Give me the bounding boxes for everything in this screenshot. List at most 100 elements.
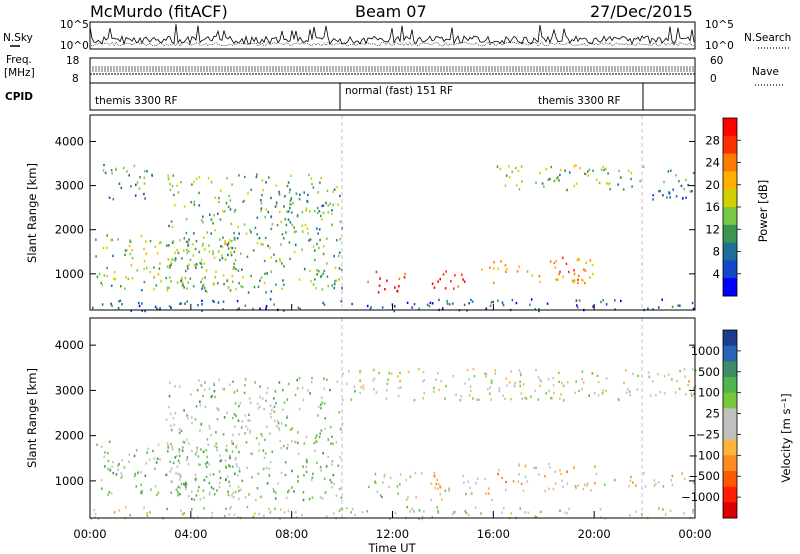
scatter-cell [636, 388, 639, 391]
scatter-cell [225, 478, 227, 481]
scatter-cell [193, 200, 196, 203]
scatter-cell [195, 263, 198, 266]
scatter-cell [667, 170, 670, 173]
scatter-cell [246, 255, 249, 258]
scatter-cell [238, 174, 240, 177]
scatter-cell [130, 309, 132, 313]
colorbar-swatch [723, 408, 737, 425]
scatter-cell [159, 241, 162, 244]
scatter-cell [223, 282, 225, 286]
scatter-cell [233, 513, 236, 516]
scatter-cell [520, 165, 523, 168]
scatter-cell [530, 298, 533, 301]
scatter-cell [271, 223, 274, 226]
scatter-cell [524, 465, 526, 468]
scatter-cell [517, 169, 520, 173]
scatter-cell [309, 269, 311, 273]
scatter-cell [121, 303, 123, 306]
scatter-cell [208, 493, 211, 496]
scatter-cell [379, 494, 382, 497]
scatter-cell [692, 511, 694, 514]
scatter-cell [329, 478, 331, 482]
scatter-cell [606, 182, 608, 185]
scatter-cell [259, 279, 261, 282]
scatter-cell [283, 444, 285, 448]
scatter-cell [279, 258, 281, 261]
scatter-cell [573, 279, 576, 282]
scatter-cell [202, 450, 205, 453]
scatter-cell [475, 481, 477, 485]
scatter-cell [540, 380, 542, 383]
scatter-cell [213, 214, 215, 217]
velocity-scatter [90, 368, 697, 521]
scatter-cell [104, 465, 106, 468]
scatter-cell [539, 378, 541, 382]
scatter-cell [369, 308, 372, 311]
scatter-cell [178, 454, 181, 457]
station-title: McMurdo (fitACF) [90, 2, 228, 21]
scatter-cell [154, 485, 157, 488]
scatter-cell [433, 286, 436, 289]
scatter-cell [474, 506, 477, 509]
scatter-cell [246, 466, 248, 470]
scatter-cell [322, 452, 324, 455]
scatter-cell [275, 491, 277, 494]
scatter-cell [269, 511, 271, 514]
scatter-cell [265, 181, 267, 184]
scatter-cell [203, 496, 205, 500]
scatter-cell [481, 268, 483, 271]
freq-unit-label: [MHz] [4, 67, 35, 79]
scatter-cell [234, 458, 237, 461]
scatter-cell [322, 301, 324, 305]
scatter-cell [186, 265, 189, 268]
scatter-cell [376, 490, 379, 494]
scatter-cell [334, 279, 336, 283]
scatter-cell [290, 174, 292, 177]
scatter-cell [191, 449, 193, 452]
scatter-cell [497, 267, 499, 270]
scatter-cell [287, 181, 290, 184]
scatter-cell [683, 368, 686, 371]
colorbar-swatch [723, 502, 737, 519]
scatter-cell [112, 198, 115, 201]
scatter-cell [559, 397, 561, 400]
scatter-cell [517, 480, 520, 483]
scatter-cell [285, 231, 287, 234]
scatter-cell [219, 454, 221, 457]
scatter-cell [591, 263, 594, 267]
scatter-cell [139, 176, 141, 179]
scatter-cell [322, 272, 325, 275]
colorbar-tick-label: 20 [705, 178, 720, 192]
scatter-cell [314, 278, 316, 281]
scatter-cell [168, 394, 171, 398]
scatter-cell [104, 451, 106, 454]
scatter-cell [362, 387, 365, 390]
scatter-cell [268, 507, 270, 511]
scatter-cell [256, 233, 258, 236]
scatter-cell [211, 394, 213, 398]
scatter-cell [261, 434, 263, 438]
scatter-cell [178, 473, 181, 476]
scatter-cell [622, 188, 625, 191]
scatter-cell [411, 306, 413, 309]
scatter-cell [141, 492, 143, 495]
scatter-cell [429, 301, 432, 305]
scatter-cell [473, 374, 476, 378]
colorbar-swatch [723, 439, 737, 456]
scatter-cell [647, 307, 649, 310]
scatter-cell [584, 269, 587, 272]
scatter-cell [307, 193, 309, 197]
scatter-cell [240, 285, 242, 288]
scatter-cell [589, 259, 592, 262]
scatter-cell [463, 303, 466, 307]
scatter-cell [575, 164, 577, 167]
scatter-cell [283, 401, 286, 404]
scatter-cell [102, 246, 105, 250]
scatter-cell [249, 228, 251, 232]
cpid-segment-1: themis 3300 RF [95, 95, 178, 107]
scatter-cell [400, 386, 402, 389]
scatter-cell [229, 454, 231, 458]
scatter-cell [221, 245, 224, 249]
scatter-cell [691, 301, 694, 305]
scatter-cell [421, 472, 423, 475]
